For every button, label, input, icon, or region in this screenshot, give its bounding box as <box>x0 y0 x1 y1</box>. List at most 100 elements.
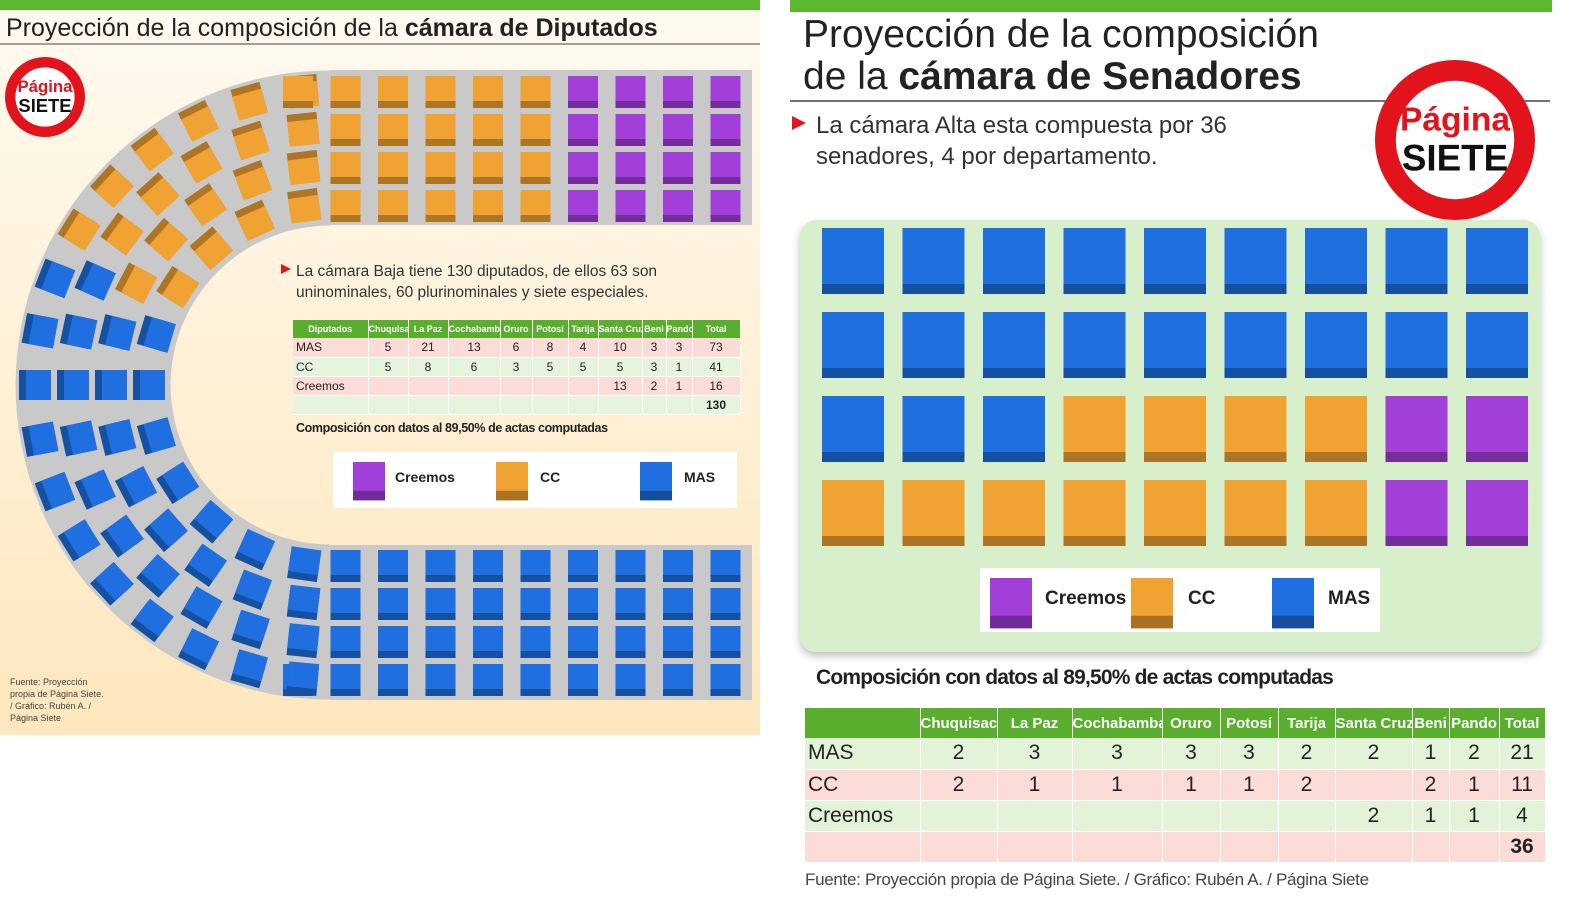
seat <box>98 419 137 456</box>
seat <box>1144 312 1206 368</box>
seat <box>568 626 598 658</box>
seat <box>663 152 693 177</box>
seat <box>287 118 320 147</box>
seat <box>74 469 116 510</box>
seat <box>63 519 101 558</box>
seat <box>615 626 646 658</box>
table-cell: 5 <box>568 357 599 377</box>
seat <box>283 76 313 101</box>
seat <box>287 661 320 690</box>
seat <box>378 626 408 658</box>
seat <box>710 664 741 696</box>
seat <box>156 265 200 309</box>
seat <box>425 152 456 177</box>
seat <box>615 550 646 582</box>
table-cell <box>568 376 599 396</box>
table-cell: 1 <box>1449 800 1500 832</box>
seat <box>105 419 137 455</box>
seat <box>1305 228 1367 284</box>
seat <box>663 114 693 146</box>
seat <box>568 152 598 184</box>
table-cell: 5 <box>532 357 569 377</box>
table-cell: 11 <box>1499 769 1546 801</box>
source-line: propia de Página Siete. <box>10 689 104 699</box>
row-label: Creemos <box>293 376 369 396</box>
table-cell <box>532 395 569 415</box>
seat <box>663 550 693 582</box>
header-cell: Potosí <box>532 320 569 338</box>
seat <box>232 569 273 611</box>
seat <box>473 190 503 215</box>
seat <box>615 588 646 613</box>
seat <box>378 588 408 620</box>
seat <box>710 626 741 658</box>
seat <box>520 550 551 582</box>
seat <box>378 152 408 184</box>
header-cell: Diputados <box>293 320 369 338</box>
table-cell: 21 <box>1499 738 1546 770</box>
seat <box>143 317 176 353</box>
seat <box>232 88 269 121</box>
table-cell <box>408 376 449 396</box>
table-cell: 1 <box>666 376 693 396</box>
seat <box>1305 312 1367 368</box>
seat <box>59 313 98 350</box>
header-cell: Tarija <box>568 320 599 338</box>
seat <box>615 114 646 146</box>
seat <box>378 550 408 575</box>
legend-label: MAS <box>1328 588 1370 609</box>
seat <box>473 152 503 177</box>
table-cell <box>920 800 998 832</box>
table-cell: 16 <box>692 376 741 396</box>
seat <box>188 188 228 227</box>
table-cell: 8 <box>532 338 569 358</box>
description-line: La cámara Alta esta compuesta por 36 <box>816 112 1227 139</box>
seat <box>425 76 456 101</box>
seat <box>330 114 361 139</box>
description-line: La cámara Baja tiene 130 diputados, de e… <box>296 263 658 280</box>
seat <box>330 190 361 222</box>
note: Composición con datos al 89,50% de actas… <box>816 666 1334 689</box>
seat <box>520 114 551 146</box>
row-label: MAS <box>293 338 369 358</box>
seat <box>615 664 646 696</box>
seat <box>330 76 361 101</box>
header-cell: Chuquisaca <box>368 320 409 338</box>
seat <box>177 628 220 671</box>
seat <box>378 190 408 215</box>
seat <box>615 664 646 689</box>
seat <box>568 588 598 613</box>
table-cell: 2 <box>1335 738 1413 770</box>
row-label: CC <box>805 769 921 801</box>
legend-swatch <box>990 578 1032 616</box>
seat <box>663 626 693 658</box>
table-cell <box>1449 831 1500 863</box>
seat <box>663 588 693 613</box>
seat <box>184 543 228 587</box>
description-line: senadores, 4 por departamento. <box>816 143 1158 170</box>
seat <box>473 76 503 101</box>
seat <box>473 550 503 582</box>
seat <box>378 664 408 689</box>
table-cell <box>408 395 449 415</box>
seat <box>568 76 598 101</box>
legend-swatch <box>353 462 385 491</box>
logo-top: Página <box>1400 101 1510 138</box>
seat <box>287 187 322 224</box>
total-cell: 130 <box>692 395 741 415</box>
seat <box>28 314 59 349</box>
table-cell: 13 <box>448 338 501 358</box>
seat <box>100 514 144 558</box>
seat <box>473 588 503 613</box>
seat <box>1144 480 1206 536</box>
top-bar <box>790 0 1552 12</box>
seat <box>21 421 59 457</box>
seat <box>473 152 503 184</box>
table-cell: 1 <box>1449 769 1500 801</box>
table-cell <box>532 376 569 396</box>
seat <box>230 81 269 121</box>
seat <box>136 554 180 598</box>
seat <box>663 152 693 184</box>
seat <box>425 588 456 620</box>
seat <box>180 141 223 184</box>
